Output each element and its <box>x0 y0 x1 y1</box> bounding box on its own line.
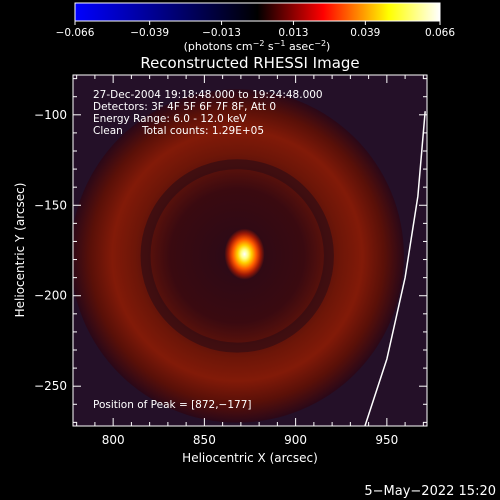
colorbar-tick-label: 0.013 <box>278 27 308 39</box>
annotation-peak-position: Position of Peak = [872,−177] <box>93 399 252 411</box>
annotations: 27-Dec-2004 19:18:48.000 to 19:24:48.000… <box>93 89 323 411</box>
annotation-energy: Energy Range: 6.0 - 12.0 keV <box>93 113 247 125</box>
y-tick-label: −250 <box>34 379 67 393</box>
y-axis: −100 −150 −200 −250 <box>34 78 427 423</box>
x-tick-label: 850 <box>193 433 216 447</box>
x-tick-label: 800 <box>102 433 125 447</box>
annotation-counts: Total counts: 1.29E+05 <box>141 125 264 137</box>
peak-source <box>224 228 265 280</box>
plot-area <box>73 75 427 426</box>
colorbar-ticks: −0.066 −0.039 −0.013 0.013 0.039 0.066 <box>56 21 455 39</box>
x-axis: 800 850 900 950 <box>76 75 424 447</box>
colorbar-tick-label: −0.039 <box>130 27 169 39</box>
colorbar: −0.066 −0.039 −0.013 0.013 0.039 0.066 (photo… <box>56 2 455 53</box>
annotation-detectors: Detectors: 3F 4F 5F 6F 7F 8F, Att 0 <box>93 101 276 113</box>
solar-limb <box>364 111 426 426</box>
y-tick-label: −100 <box>34 108 67 122</box>
colorbar-gradient <box>74 2 441 22</box>
x-tick-label: 950 <box>375 433 398 447</box>
colorbar-tick-label: −0.013 <box>202 27 241 39</box>
y-axis-label: Heliocentric Y (arcsec) <box>13 183 27 318</box>
chart-title: Reconstructed RHESSI Image <box>140 54 359 72</box>
annotation-method: Clean <box>93 125 123 137</box>
ring-gap <box>140 159 334 353</box>
y-tick-label: −150 <box>34 198 67 212</box>
footer-date: 5−May−2022 15:20 <box>364 484 496 499</box>
y-tick-label: −200 <box>34 289 67 303</box>
colorbar-tick-label: 0.066 <box>425 27 455 39</box>
x-axis-label: Heliocentric X (arcsec) <box>182 451 318 465</box>
colorbar-units: (photons cm−2 s−1 asec−2) <box>184 39 331 53</box>
colorbar-tick-label: 0.039 <box>350 27 380 39</box>
annotation-time-range: 27-Dec-2004 19:18:48.000 to 19:24:48.000 <box>93 89 323 101</box>
x-tick-label: 900 <box>284 433 307 447</box>
colorbar-tick-label: −0.066 <box>56 27 95 39</box>
plot-frame <box>72 74 428 427</box>
